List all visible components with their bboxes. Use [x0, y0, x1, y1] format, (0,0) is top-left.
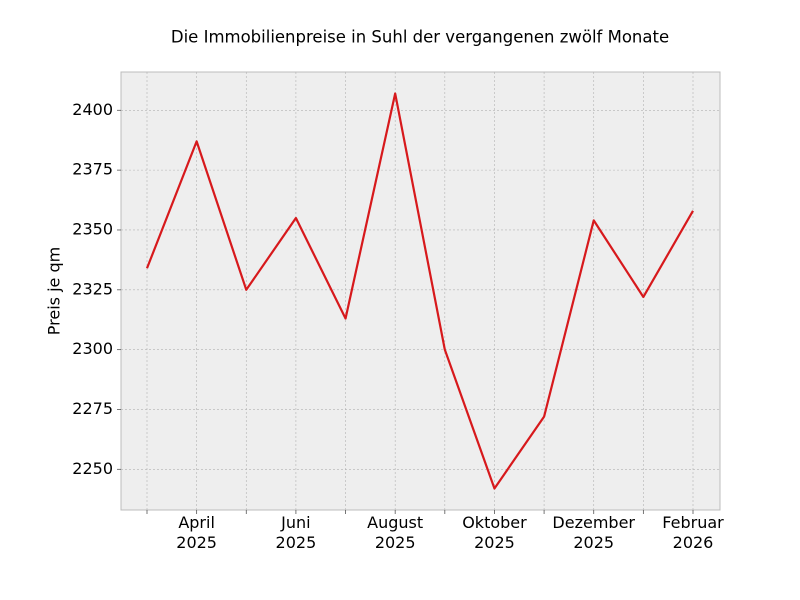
- x-tick-label: April 2025: [176, 513, 217, 552]
- x-tick-label: August 2025: [367, 513, 424, 552]
- y-tick-label: 2375: [72, 160, 113, 179]
- y-tick-label: 2400: [72, 100, 113, 119]
- y-tick-label: 2250: [72, 459, 113, 478]
- plot-area: [120, 71, 721, 511]
- x-tick-label: Februar 2026: [662, 513, 724, 552]
- chart-title: Die Immobilienpreise in Suhl der vergang…: [171, 28, 669, 47]
- y-tick-label: 2350: [72, 219, 113, 238]
- y-tick-label: 2325: [72, 279, 113, 298]
- y-tick-label: 2300: [72, 339, 113, 358]
- y-tick-label: 2275: [72, 399, 113, 418]
- x-tick-label: Juni 2025: [275, 513, 317, 552]
- x-tick-label: Oktober 2025: [462, 513, 527, 552]
- x-tick-label: Dezember 2025: [552, 513, 635, 552]
- y-axis-label: Preis je qm: [45, 247, 64, 335]
- line-series: [145, 92, 694, 490]
